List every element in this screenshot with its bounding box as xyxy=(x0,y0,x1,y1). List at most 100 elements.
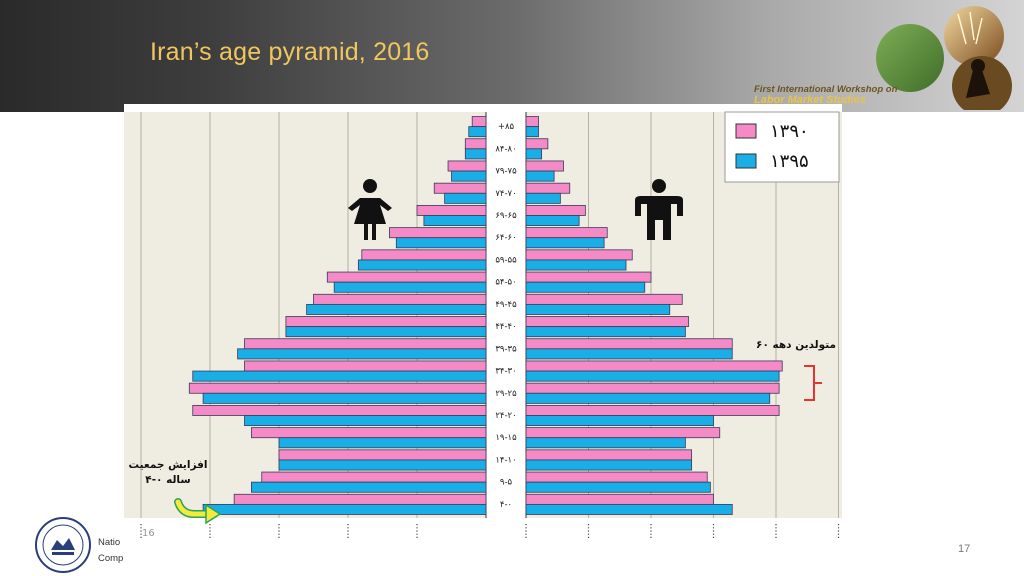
growth-arrow-head xyxy=(205,503,222,525)
female-icon xyxy=(348,179,392,240)
female-bar-1390 xyxy=(464,138,487,150)
age-group-label: ۱۹-۱۵ xyxy=(495,433,517,443)
age-group-label: ۱۴-۱۰ xyxy=(495,455,516,465)
male-x-tick-label: ۴ xyxy=(774,531,778,540)
slide-title: Iran’s age pyramid, 2016 xyxy=(150,38,430,66)
female-bar-1390 xyxy=(244,338,487,350)
age-group-label: ۴۴-۴۰ xyxy=(495,322,516,332)
male-bar-1390 xyxy=(525,316,689,328)
female-bar-1395 xyxy=(251,481,487,493)
male-bar-1395 xyxy=(525,392,771,404)
male-bar-1395 xyxy=(525,437,686,449)
age-group-label: ۳۴-۳۰ xyxy=(495,367,516,377)
age-group-label: ۳۹-۳۵ xyxy=(495,344,517,354)
female-bar-1390 xyxy=(192,404,487,416)
female-bar-1395 xyxy=(333,281,487,293)
male-bar-1395 xyxy=(525,415,714,427)
growth-arrow xyxy=(175,499,211,517)
female-x-tick-label: ۴ xyxy=(208,531,212,540)
female-bar-1390 xyxy=(447,160,487,172)
age-group-label: ۶۹-۶۵ xyxy=(495,211,517,221)
footer-line1: Natio xyxy=(98,537,121,548)
female-bar-1395 xyxy=(278,437,487,449)
age-group-label: ۲۴-۲۰ xyxy=(495,411,516,421)
chart-legend: ۱۳۹۰ ۱۳۹۵ xyxy=(724,111,840,183)
female-bar-1395 xyxy=(237,348,487,360)
sparks xyxy=(957,11,983,45)
workshop-line2: Labor Market Studies xyxy=(754,94,866,106)
page-number: 17 xyxy=(958,543,971,555)
growth-annotation-line2: ۴-۰ ساله xyxy=(145,474,190,486)
male-icon-head xyxy=(652,179,666,193)
male-bar-1395 xyxy=(525,503,733,515)
female-bar-1395 xyxy=(192,370,487,382)
male-bar-1390 xyxy=(525,138,549,150)
male-bar-1395 xyxy=(525,148,543,160)
male-bar-1390 xyxy=(525,293,683,305)
age-pyramid-svg: ۴-۰ ۹-۵ ۱۴-۱۰ ۱۹-۱۵ ۲۴-۲۰ ۲۹-۲۵ ۳۴-۳۰ ۳۹-۳۵ ۴۴-۴… xyxy=(124,111,842,540)
male-bar-1395 xyxy=(525,481,711,493)
female-icon-body xyxy=(348,198,392,240)
workshop-title: First International Workshop on Labor Ma… xyxy=(754,84,944,106)
female-bar-1390 xyxy=(278,449,487,461)
male-bar-1395 xyxy=(525,126,539,138)
female-bar-1390 xyxy=(188,382,487,394)
male-bar-1395 xyxy=(525,459,693,471)
age-group-label: ۸۴-۸۰ xyxy=(495,144,516,154)
female-bar-1395 xyxy=(285,326,487,338)
legend-swatch xyxy=(735,123,757,139)
male-bar-1390 xyxy=(525,227,608,239)
male-x-tick-label: ۲ xyxy=(649,531,653,540)
growth-annotation-line1: افزایش جمعیت xyxy=(129,459,208,471)
male-bar-1390 xyxy=(525,471,708,483)
footer-org-text: Natio Comp xyxy=(98,535,128,567)
sixties-born-annotation: متولدین دهه ۶۰ xyxy=(756,339,836,351)
age-group-label: +۸۵ xyxy=(498,122,515,132)
female-bar-1395 xyxy=(464,148,487,160)
female-bar-1390 xyxy=(261,471,487,483)
male-bar-1390 xyxy=(525,204,586,216)
female-bar-1395 xyxy=(278,459,487,471)
female-bar-1395 xyxy=(468,126,487,138)
male-bar-1395 xyxy=(525,170,555,182)
age-pyramid-chart: ۴-۰ ۹-۵ ۱۴-۱۰ ۱۹-۱۵ ۲۴-۲۰ ۲۹-۲۵ ۳۴-۳۰ ۳۹-۳۵ ۴۴-۴… xyxy=(124,104,842,540)
female-x-tick-label: ۱ xyxy=(415,531,419,540)
field-photo-circle xyxy=(876,24,944,92)
male-bar-1390 xyxy=(525,338,733,350)
age-group-label: ۷۹-۷۵ xyxy=(495,167,517,177)
female-bar-1395 xyxy=(202,503,487,515)
female-bar-1395 xyxy=(306,303,487,315)
age-group-label: ۷۴-۷۰ xyxy=(495,189,516,199)
male-x-tick-label: ۵ xyxy=(834,531,838,540)
female-bar-1395 xyxy=(451,170,487,182)
male-bar-1395 xyxy=(525,259,627,271)
female-bar-1390 xyxy=(388,227,487,239)
female-x-tick-label: ۳ xyxy=(277,531,282,540)
male-bar-1395 xyxy=(525,348,733,360)
inner-page-label: 16 xyxy=(142,528,155,539)
female-bar-1395 xyxy=(244,415,487,427)
male-bar-1395 xyxy=(525,326,686,338)
worker-silhouette xyxy=(966,66,990,98)
cohort-bracket xyxy=(804,365,822,401)
male-x-tick-label: ۱ xyxy=(586,531,590,540)
female-bar-1390 xyxy=(433,182,487,194)
header-band xyxy=(0,0,1024,112)
male-bar-1390 xyxy=(525,427,721,439)
female-bar-1395 xyxy=(202,392,487,404)
footer-line2: Comp xyxy=(98,553,124,564)
age-group-label: ۴-۰ xyxy=(500,500,512,510)
female-bar-1390 xyxy=(285,316,487,328)
female-bar-1390 xyxy=(471,116,487,128)
female-bar-1390 xyxy=(244,360,487,372)
legend-swatch xyxy=(735,153,757,169)
male-bar-1395 xyxy=(525,215,580,227)
female-x-tick-label: ۲ xyxy=(346,531,350,540)
age-group-label: ۴۹-۴۵ xyxy=(495,300,517,310)
male-x-tick-label: ۰ xyxy=(524,531,528,540)
male-bar-1395 xyxy=(525,237,605,249)
female-bar-1390 xyxy=(416,204,487,216)
male-bar-1390 xyxy=(525,271,652,283)
male-bar-1390 xyxy=(525,360,783,372)
age-group-label: ۹-۵ xyxy=(500,478,513,488)
